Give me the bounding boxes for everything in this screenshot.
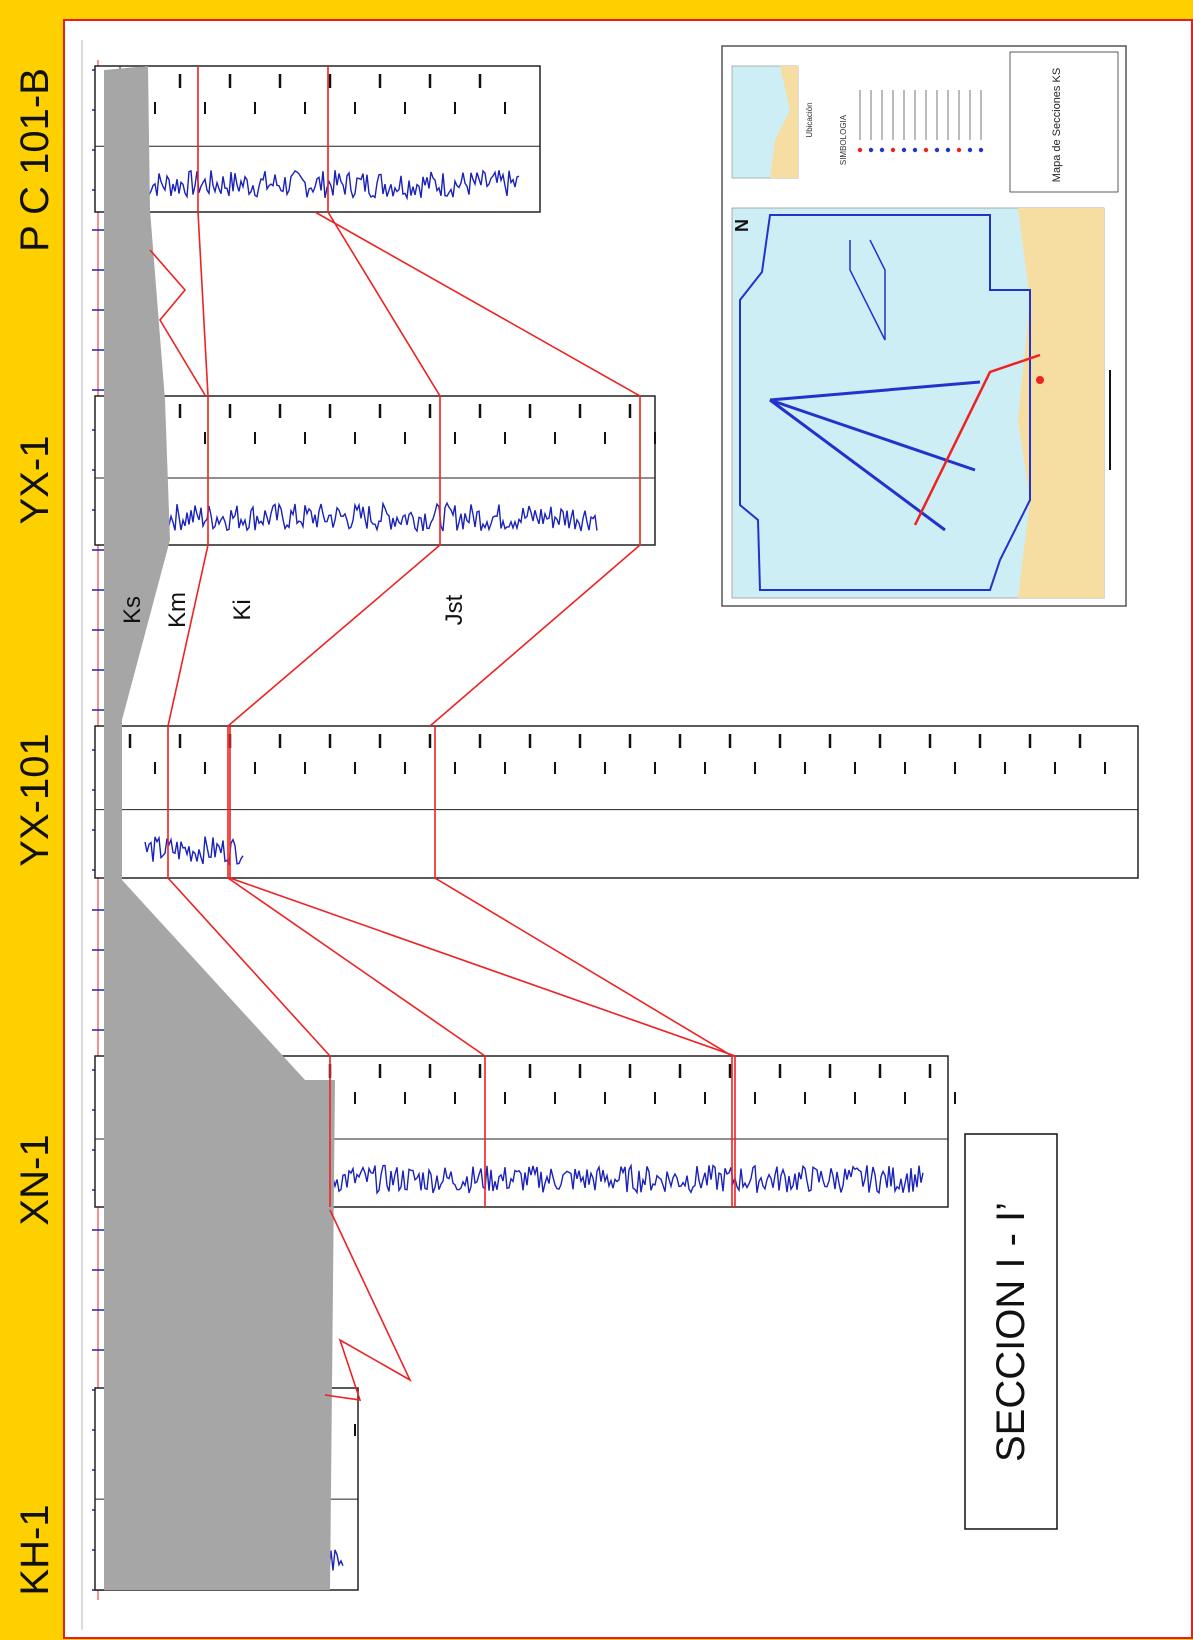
formation-jst: Jst bbox=[441, 594, 468, 625]
correlation-line bbox=[149, 249, 206, 396]
north-arrow-label: N bbox=[732, 219, 752, 232]
legend-symbol bbox=[956, 147, 962, 153]
correlation-line bbox=[434, 726, 733, 1207]
correlation-line bbox=[324, 1209, 412, 1401]
well-label-yx101: YX-101 bbox=[13, 733, 57, 866]
log-curve bbox=[144, 169, 520, 201]
map-block-outline bbox=[739, 214, 1031, 591]
location-map-inset: N Ubicación SIMBOLOGIA Mapa de Secciones… bbox=[721, 45, 1127, 607]
legend-symbol bbox=[901, 147, 907, 153]
legend-symbol bbox=[923, 147, 929, 153]
map-well-marker bbox=[1036, 376, 1044, 384]
well-label-yx1: YX-1 bbox=[13, 436, 57, 525]
shale-wedge-ks bbox=[104, 66, 335, 1590]
legend-symbol bbox=[912, 147, 918, 153]
legend-symbol bbox=[934, 147, 940, 153]
well-panel-frame bbox=[94, 65, 541, 213]
legend-heading: SIMBOLOGIA bbox=[839, 114, 848, 165]
formation-km: Km bbox=[164, 592, 191, 628]
map-section-lines bbox=[769, 380, 981, 532]
legend-symbol bbox=[857, 147, 863, 153]
formation-ki: Ki bbox=[229, 599, 256, 620]
formation-labels: Ks Km Ki Jst bbox=[119, 592, 468, 628]
well-panel bbox=[94, 395, 656, 546]
correlation-line bbox=[314, 211, 641, 727]
map-title: Mapa de Secciones KS bbox=[1051, 68, 1063, 182]
formation-ks: Ks bbox=[119, 596, 146, 624]
well-label-xn1: XN-1 bbox=[13, 1134, 57, 1225]
well-labels: P C 101-B YX-1 YX-101 XN-1 KH-1 bbox=[13, 68, 57, 1595]
map-pier-outline bbox=[849, 239, 886, 341]
legend-symbol bbox=[978, 147, 984, 153]
map-land-area bbox=[1018, 208, 1104, 598]
correlation-line bbox=[227, 66, 486, 1207]
well-panel bbox=[94, 65, 541, 213]
legend-symbol bbox=[868, 147, 874, 153]
well-panel bbox=[94, 725, 1139, 879]
legend-symbol bbox=[967, 147, 973, 153]
location-heading: Ubicación bbox=[805, 102, 814, 137]
well-label-kh1: KH-1 bbox=[13, 1504, 57, 1595]
map-section-i bbox=[913, 353, 1041, 526]
well-panel-frame bbox=[94, 725, 1139, 879]
well-panel-frame bbox=[94, 395, 656, 546]
legend-rows bbox=[857, 90, 984, 153]
legend-symbol bbox=[879, 147, 885, 153]
section-title: SECCION I - I’ bbox=[989, 1202, 1033, 1462]
correlation-lines bbox=[149, 66, 736, 1401]
correlation-line bbox=[167, 66, 331, 1207]
well-label-pc101b: P C 101-B bbox=[13, 68, 57, 252]
log-curve bbox=[144, 500, 598, 533]
legend-symbol bbox=[890, 147, 896, 153]
correlation-line bbox=[229, 726, 736, 1207]
legend-symbol bbox=[945, 147, 951, 153]
section-title-box bbox=[964, 1133, 1058, 1530]
log-curve bbox=[144, 835, 244, 866]
